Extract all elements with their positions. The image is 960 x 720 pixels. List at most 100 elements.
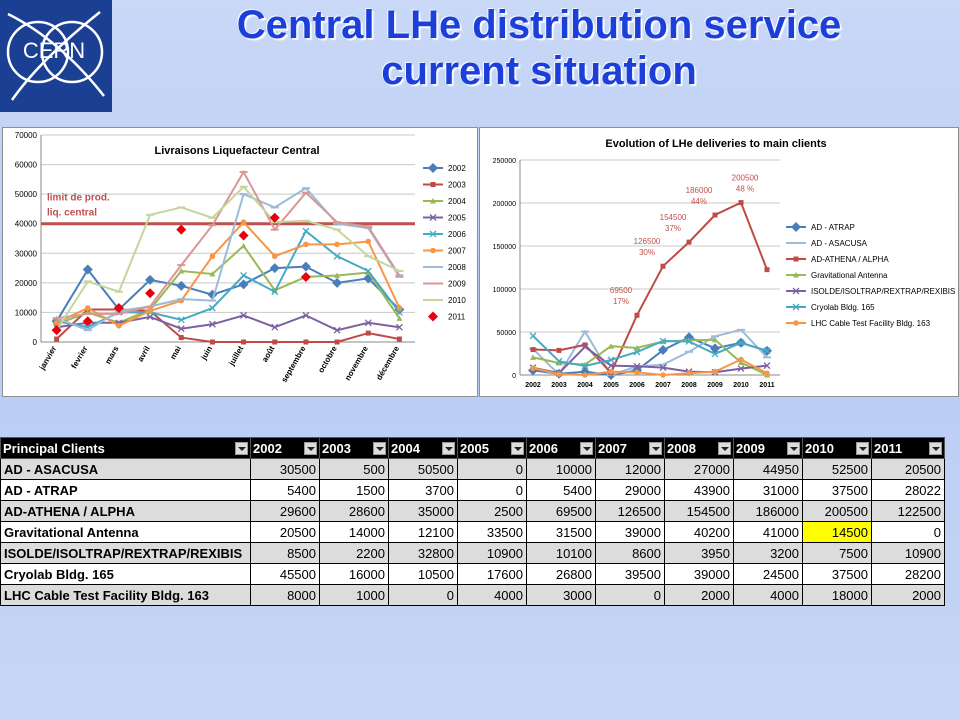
column-header-2003: 2003 bbox=[319, 437, 389, 459]
y-tick-label: 20000 bbox=[15, 279, 38, 288]
x-tick-label: 2005 bbox=[603, 382, 619, 389]
value-cell: 30500 bbox=[250, 458, 320, 480]
column-header-2010: 2010 bbox=[802, 437, 872, 459]
column-header-content: 2005 bbox=[460, 441, 524, 456]
legend-marker bbox=[430, 198, 436, 204]
value-cell: 200500 bbox=[802, 500, 872, 522]
series-line bbox=[55, 308, 400, 343]
data-point bbox=[334, 339, 340, 345]
column-header-content: 2002 bbox=[253, 441, 317, 456]
legend-label: 2004 bbox=[448, 197, 466, 206]
monthly-deliveries-plot: Livraisons Liquefacteur Central 0 10000 200… bbox=[15, 131, 467, 384]
legend-marker bbox=[429, 282, 437, 285]
value-cell: 14000 bbox=[319, 521, 389, 543]
filter-dropdown-icon[interactable] bbox=[718, 441, 731, 455]
x-tick-label: octobre bbox=[316, 344, 339, 374]
value-cell: 50500 bbox=[388, 458, 458, 480]
filter-dropdown-icon[interactable] bbox=[580, 441, 593, 455]
table-row: AD - ATRAP 5400 1500 3700 0 5400 29000 43900 310… bbox=[0, 479, 945, 501]
series-line bbox=[55, 265, 401, 322]
y-tick-label: 70000 bbox=[15, 131, 38, 140]
legend-marker bbox=[792, 242, 800, 244]
data-point bbox=[556, 347, 562, 353]
y-tick-label: 50000 bbox=[497, 330, 517, 337]
x-tick-label: 2004 bbox=[577, 382, 593, 389]
filter-dropdown-icon[interactable] bbox=[649, 441, 662, 455]
value-cell: 29000 bbox=[595, 479, 665, 501]
data-point bbox=[530, 365, 536, 371]
value-cell: 28600 bbox=[319, 500, 389, 522]
chart-title: Evolution of LHe deliveries to main clie… bbox=[605, 138, 826, 150]
legend-label: Cryolab Bldg. 165 bbox=[811, 303, 875, 312]
value-cell: 39000 bbox=[664, 563, 734, 585]
legend-marker bbox=[429, 266, 437, 268]
filter-dropdown-icon[interactable] bbox=[373, 441, 386, 455]
series-line bbox=[532, 328, 768, 377]
column-header-2011: 2011 bbox=[871, 437, 945, 459]
clients-table: Principal Clients 2002 2003 2004 2005 2006 200… bbox=[0, 437, 945, 606]
data-point bbox=[240, 272, 248, 279]
value-cell: 69500 bbox=[526, 500, 596, 522]
legend-marker bbox=[430, 247, 436, 254]
data-point bbox=[396, 305, 403, 311]
value-cell: 27000 bbox=[664, 458, 734, 480]
data-point bbox=[176, 280, 187, 291]
data-point bbox=[302, 227, 310, 235]
data-point bbox=[146, 213, 155, 216]
legend-marker bbox=[791, 222, 801, 232]
filter-dropdown-icon[interactable] bbox=[856, 441, 869, 455]
data-point bbox=[764, 267, 770, 273]
data-label: 154500 bbox=[660, 213, 687, 222]
data-point bbox=[581, 362, 589, 370]
value-cell: 500 bbox=[319, 458, 389, 480]
x-tick-label: septembre bbox=[280, 344, 308, 384]
legend-label: 2009 bbox=[448, 280, 466, 289]
filter-dropdown-icon[interactable] bbox=[787, 441, 800, 455]
value-cell: 4000 bbox=[457, 584, 527, 606]
value-cell: 1000 bbox=[319, 584, 389, 606]
legend-marker bbox=[430, 182, 436, 187]
value-cell: 10100 bbox=[526, 542, 596, 564]
value-cell: 24500 bbox=[733, 563, 803, 585]
x-tick-label: 2010 bbox=[733, 382, 749, 389]
value-cell: 43900 bbox=[664, 479, 734, 501]
data-label: 186000 bbox=[686, 186, 713, 195]
data-point bbox=[633, 362, 641, 370]
data-point bbox=[737, 365, 745, 373]
legend-label: 2006 bbox=[448, 230, 466, 239]
column-header-2006: 2006 bbox=[526, 437, 596, 459]
column-header-content: 2008 bbox=[667, 441, 731, 456]
value-cell: 0 bbox=[457, 479, 527, 501]
x-tick-label: mars bbox=[103, 344, 121, 366]
data-point bbox=[177, 325, 185, 333]
data-point bbox=[303, 241, 309, 248]
filter-dropdown-icon[interactable] bbox=[929, 441, 942, 455]
filter-dropdown-icon[interactable] bbox=[235, 441, 248, 455]
column-header-label: 2005 bbox=[460, 440, 489, 456]
value-cell: 39000 bbox=[595, 521, 665, 543]
legend-label: 2005 bbox=[448, 214, 466, 223]
monthly-deliveries-chart: Livraisons Liquefacteur Central 0 10000 200… bbox=[2, 127, 478, 397]
data-label: 200500 bbox=[732, 174, 759, 183]
value-cell: 7500 bbox=[802, 542, 872, 564]
column-header-label: 2009 bbox=[736, 440, 765, 456]
data-point bbox=[763, 362, 771, 370]
legend-marker bbox=[429, 230, 437, 238]
data-point bbox=[582, 342, 588, 348]
limit-annotation: liq. central bbox=[47, 208, 97, 219]
filter-dropdown-icon[interactable] bbox=[442, 441, 455, 455]
x-tick-label: 2009 bbox=[707, 382, 723, 389]
value-cell: 31500 bbox=[526, 521, 596, 543]
value-cell: 10000 bbox=[526, 458, 596, 480]
data-point bbox=[634, 369, 640, 376]
filter-dropdown-icon[interactable] bbox=[511, 441, 524, 455]
value-cell: 20500 bbox=[250, 521, 320, 543]
column-header-content: 2010 bbox=[805, 441, 869, 456]
y-tick-label: 250000 bbox=[493, 158, 516, 165]
client-deliveries-plot: Evolution of LHe deliveries to main clie… bbox=[493, 138, 956, 389]
data-point bbox=[738, 200, 744, 206]
data-point bbox=[238, 230, 249, 241]
x-tick-label: mai bbox=[168, 345, 183, 361]
filter-dropdown-icon[interactable] bbox=[304, 441, 317, 455]
data-point bbox=[364, 267, 372, 275]
